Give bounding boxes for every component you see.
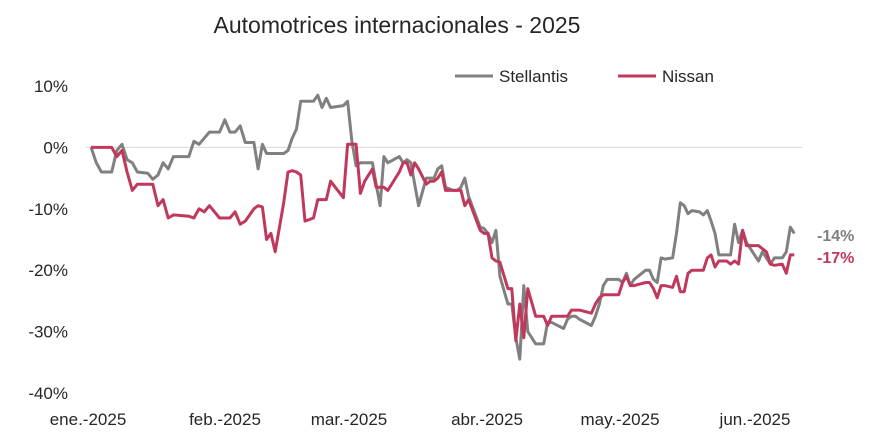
x-tick-label: may.-2025 xyxy=(580,410,659,429)
x-tick-label: abr.-2025 xyxy=(451,410,523,429)
y-tick-label: -20% xyxy=(28,261,68,280)
series-lines xyxy=(89,93,796,361)
end-labels: -14% -17% xyxy=(817,228,854,267)
legend: Stellantis Nissan xyxy=(455,67,714,86)
y-tick-label: -40% xyxy=(28,384,68,403)
series-line-stellantis xyxy=(89,93,796,361)
x-tick-label: feb.-2025 xyxy=(189,410,261,429)
legend-label-nissan: Nissan xyxy=(662,67,714,86)
y-tick-label: 10% xyxy=(34,77,68,96)
y-tick-label: -10% xyxy=(28,200,68,219)
chart-title: Automotrices internacionales - 2025 xyxy=(214,12,581,38)
x-tick-label: mar.-2025 xyxy=(311,410,388,429)
end-label-stellantis: -14% xyxy=(817,228,854,245)
x-tick-label: jun.-2025 xyxy=(719,410,791,429)
y-axis-ticks: 10% 0% -10% -20% -30% -40% xyxy=(28,77,68,403)
x-axis-ticks: ene.-2025 feb.-2025 mar.-2025 abr.-2025 may.… xyxy=(50,410,791,429)
series-line-nissan xyxy=(91,142,795,343)
legend-label-stellantis: Stellantis xyxy=(499,67,568,86)
end-label-nissan: -17% xyxy=(817,250,854,267)
x-tick-label: ene.-2025 xyxy=(50,410,127,429)
y-tick-label: 0% xyxy=(43,138,68,157)
y-tick-label: -30% xyxy=(28,323,68,342)
